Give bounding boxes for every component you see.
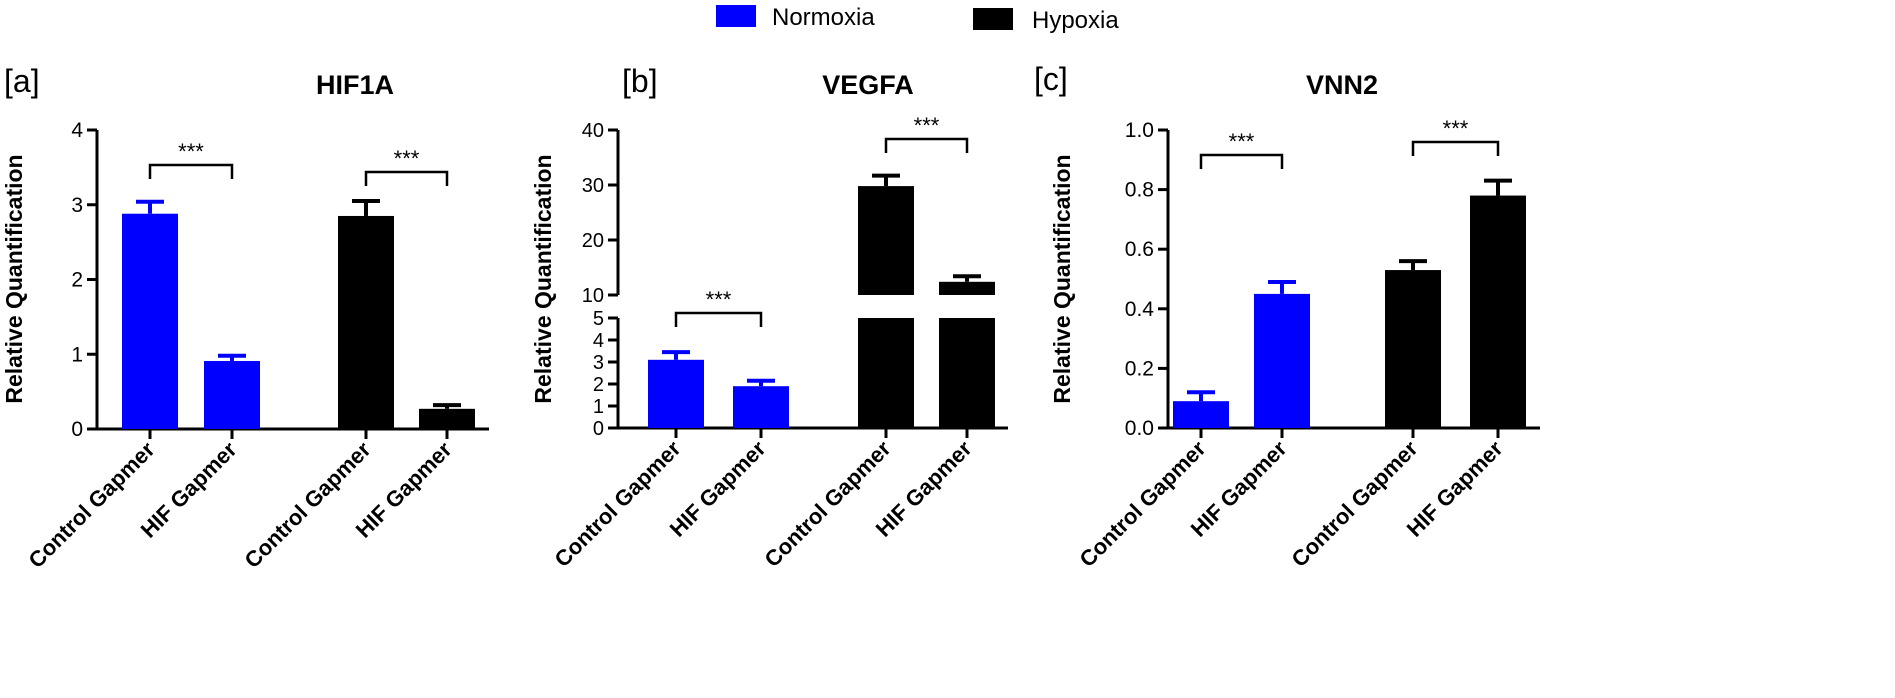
panel-c: [c] VNN2 Relative Quantification 0.0 0.2 0.4 0… [1034, 61, 1540, 572]
bar [858, 318, 914, 428]
y-tick-label: 3 [593, 352, 604, 374]
legend-label: Hypoxia [1032, 7, 1119, 34]
bar [1385, 270, 1441, 428]
y-tick-label: 4 [71, 119, 83, 142]
y-tick-label: 0.0 [1125, 417, 1154, 440]
bracket-line [884, 137, 969, 153]
y-tick-label: 1 [593, 396, 604, 418]
y-tick-label: 0 [593, 418, 604, 440]
legend-swatch [716, 5, 756, 27]
legend: Normoxia Hypoxia [716, 4, 1119, 34]
bar [419, 408, 475, 429]
bar [122, 213, 178, 429]
y-tick-label: 5 [593, 308, 604, 330]
y-tick-label: 0.8 [1125, 179, 1154, 202]
bar [1254, 293, 1310, 428]
y-tick-label: 30 [582, 175, 604, 197]
significance-bracket: *** [364, 146, 449, 186]
panel-a: [a] HIF1A Relative Quantification 0 1 2 3 4 Cont… [1, 63, 489, 573]
legend-swatch [973, 8, 1013, 30]
y-axis-label: Relative Quantification [530, 154, 556, 403]
significance-bracket: *** [148, 139, 234, 179]
bracket-line [1199, 153, 1284, 169]
bar [1173, 401, 1229, 428]
significance-label: *** [706, 287, 732, 312]
y-tick-label: 10 [582, 285, 604, 307]
x-tick-label: Control Gapmer [239, 437, 375, 573]
y-tick-label: 0.6 [1125, 238, 1154, 261]
bracket-line [674, 311, 763, 327]
significance-label: *** [178, 139, 204, 164]
y-tick-label: 0 [71, 418, 83, 441]
y-tick-label: 0.4 [1125, 298, 1155, 321]
y-tick-label: 2 [593, 374, 604, 396]
legend-item: Normoxia [716, 4, 875, 31]
significance-bracket: *** [884, 113, 969, 153]
significance-bracket: *** [1411, 116, 1500, 156]
bar [733, 386, 789, 428]
chart-title: VNN2 [1306, 70, 1378, 100]
bar [939, 281, 995, 295]
chart-title: VEGFA [822, 70, 914, 100]
legend-item: Hypoxia [973, 7, 1119, 34]
panel-label: [a] [4, 63, 40, 99]
y-tick-label: 40 [582, 120, 604, 142]
bar [648, 359, 704, 428]
bar [858, 186, 914, 295]
x-tick-label: Control Gapmer [23, 437, 159, 573]
x-tick-label: Control Gapmer [1286, 436, 1422, 572]
x-tick-label: Control Gapmer [549, 436, 685, 572]
y-tick-label: 20 [582, 230, 604, 252]
y-tick-label: 2 [71, 269, 83, 292]
bar [204, 360, 260, 429]
y-axis-label: Relative Quantification [1, 154, 27, 403]
bar [1470, 195, 1526, 428]
bracket-line [364, 170, 449, 186]
significance-label: *** [914, 113, 940, 138]
bar [939, 318, 995, 428]
y-tick-label: 4 [593, 330, 604, 352]
y-tick-label: 0.2 [1125, 357, 1154, 380]
significance-label: *** [1229, 129, 1255, 154]
y-tick-label: 3 [71, 194, 83, 217]
significance-label: *** [1443, 116, 1469, 141]
panel-label: [b] [622, 63, 658, 99]
y-axis-label: Relative Quantification [1049, 154, 1075, 403]
significance-bracket: *** [674, 287, 763, 327]
significance-bracket: *** [1199, 129, 1284, 169]
bar [338, 215, 394, 429]
y-tick-label: 1 [71, 343, 83, 366]
significance-label: *** [394, 146, 420, 171]
x-tick-label: Control Gapmer [759, 436, 895, 572]
chart-title: HIF1A [316, 70, 394, 100]
bracket-line [1411, 140, 1500, 156]
x-tick-label: Control Gapmer [1074, 436, 1210, 572]
bracket-line [148, 163, 234, 179]
legend-label: Normoxia [772, 4, 875, 31]
y-tick-label: 1.0 [1125, 119, 1154, 142]
panel-label: [c] [1034, 61, 1068, 97]
